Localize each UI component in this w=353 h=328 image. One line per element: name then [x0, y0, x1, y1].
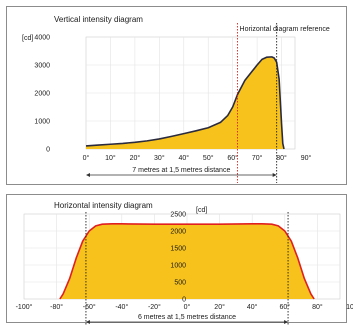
x-tick-label: 0°	[184, 303, 191, 311]
horizontal-intensity-chart: Horizontal intensity diagram 0 500 1000 1500…	[6, 194, 353, 325]
y-tick-label: 0	[182, 297, 186, 304]
x-tick-label: 10	[346, 304, 353, 311]
y-tick-label: 0	[46, 147, 50, 154]
x-tick-label: -100°	[16, 303, 33, 311]
x-tick-label: 60°	[280, 303, 291, 311]
x-tick-label: 40°	[247, 303, 258, 311]
distance-arrow-right	[272, 173, 277, 177]
y-tick-label: 1000	[34, 119, 50, 126]
distance-arrow-left	[86, 173, 90, 177]
x-tick-label: 60°	[227, 154, 238, 162]
x-tick-label: 10°	[105, 154, 116, 162]
distance-label: 7 metres at 1,5 metres distance	[132, 167, 230, 174]
x-tick-label: 30°	[154, 154, 165, 162]
y-axis-label: [cd]	[196, 207, 207, 214]
x-tick-label: 0°	[83, 154, 90, 162]
distance-arrow-left	[85, 320, 90, 324]
y-tick-label: 1000	[170, 263, 186, 270]
chart-title: Horizontal intensity diagram	[54, 201, 153, 210]
x-tick-label: -40°	[115, 303, 128, 311]
reference-label: Horizontal diagram reference	[240, 26, 330, 33]
distance-arrow-right	[284, 320, 289, 324]
series-area-fill	[59, 223, 315, 299]
x-tick-label: -20°	[148, 303, 161, 311]
vertical-intensity-chart: Vertical intensity diagram 0 1000 2000 3000 4…	[6, 6, 347, 185]
series-line	[85, 56, 285, 150]
x-tick-label: 20°	[214, 303, 225, 311]
x-tick-label: -60°	[83, 303, 96, 311]
y-tick-label: 2500	[170, 212, 186, 219]
distance-label: 6 metres at 1,5 metres distance	[138, 314, 236, 321]
y-tick-label: 1500	[170, 246, 186, 253]
y-tick-label: 2000	[170, 229, 186, 236]
y-tick-label: 500	[174, 280, 186, 287]
y-tick-label: 2000	[34, 91, 50, 98]
series-area-fill	[86, 56, 284, 149]
y-axis-label: [cd]	[22, 35, 33, 42]
x-tick-label: 80°	[276, 154, 287, 162]
x-tick-label: -80°	[50, 303, 63, 311]
x-tick-label: 40°	[178, 154, 189, 162]
series-line	[59, 223, 315, 300]
x-tick-label: 20°	[130, 154, 141, 162]
chart-title: Vertical intensity diagram	[54, 15, 143, 24]
x-tick-label: 80°	[312, 303, 323, 311]
x-tick-label: 90°	[301, 154, 312, 162]
x-tick-label: 70°	[252, 154, 263, 162]
x-tick-label: 50°	[203, 154, 214, 162]
y-tick-label: 4000	[34, 35, 50, 42]
y-tick-label: 3000	[34, 63, 50, 70]
